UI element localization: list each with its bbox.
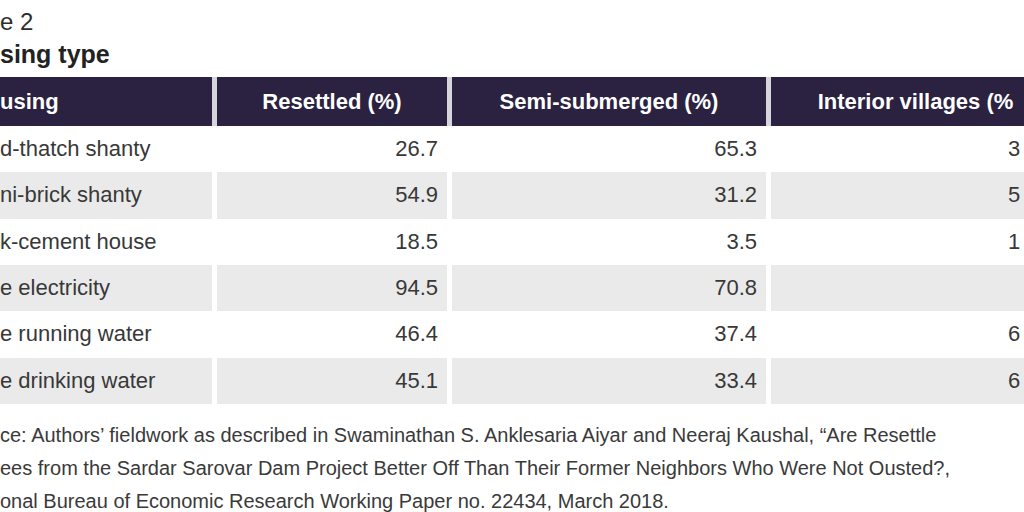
semi-submerged-value: 37.4 — [452, 311, 766, 357]
interior-villages-value: 3 — [771, 126, 1024, 172]
interior-villages-value — [771, 265, 1024, 311]
row-label: e drinking water — [0, 358, 212, 404]
row-label: ni-brick shanty — [0, 172, 212, 218]
header-interior-villages: Interior villages (% — [771, 77, 1024, 126]
header-housing: using — [0, 77, 212, 126]
table-title: sing type — [0, 40, 110, 69]
table-row: ni-brick shanty 54.9 31.2 5 — [0, 172, 1024, 218]
interior-villages-value: 5 — [771, 172, 1024, 218]
resettled-value: 54.9 — [217, 172, 447, 218]
source-note-line: onal Bureau of Economic Research Working… — [0, 485, 1024, 512]
semi-submerged-value: 65.3 — [452, 126, 766, 172]
header-resettled: Resettled (%) — [217, 77, 447, 126]
resettled-value: 26.7 — [217, 126, 447, 172]
semi-submerged-value: 33.4 — [452, 358, 766, 404]
table-body: d-thatch shanty 26.7 65.3 3 ni-brick sha… — [0, 126, 1024, 404]
row-label: e running water — [0, 311, 212, 357]
header-semi-submerged: Semi-submerged (%) — [452, 77, 766, 126]
row-label: d-thatch shanty — [0, 126, 212, 172]
source-note-line: ce: Authors’ fieldwork as described in S… — [0, 419, 1024, 452]
resettled-value: 18.5 — [217, 219, 447, 265]
table-row: e electricity 94.5 70.8 — [0, 265, 1024, 311]
semi-submerged-value: 3.5 — [452, 219, 766, 265]
resettled-value: 46.4 — [217, 311, 447, 357]
table-header-row: using Resettled (%) Semi-submerged (%) I… — [0, 77, 1024, 126]
interior-villages-value: 6 — [771, 358, 1024, 404]
row-label: k-cement house — [0, 219, 212, 265]
table-row: k-cement house 18.5 3.5 1 — [0, 219, 1024, 265]
semi-submerged-value: 31.2 — [452, 172, 766, 218]
source-note: ce: Authors’ fieldwork as described in S… — [0, 419, 1024, 512]
row-label: e electricity — [0, 265, 212, 311]
table-number-caption: e 2 — [0, 8, 33, 36]
semi-submerged-value: 70.8 — [452, 265, 766, 311]
table-row: e running water 46.4 37.4 6 — [0, 311, 1024, 357]
table-row: e drinking water 45.1 33.4 6 — [0, 358, 1024, 404]
resettled-value: 94.5 — [217, 265, 447, 311]
source-note-line: ees from the Sardar Sarovar Dam Project … — [0, 452, 1024, 485]
interior-villages-value: 1 — [771, 219, 1024, 265]
table-row: d-thatch shanty 26.7 65.3 3 — [0, 126, 1024, 172]
resettled-value: 45.1 — [217, 358, 447, 404]
document-table-screenshot: e 2 sing type using Resettled (%) Semi-s… — [0, 0, 1024, 512]
interior-villages-value: 6 — [771, 311, 1024, 357]
